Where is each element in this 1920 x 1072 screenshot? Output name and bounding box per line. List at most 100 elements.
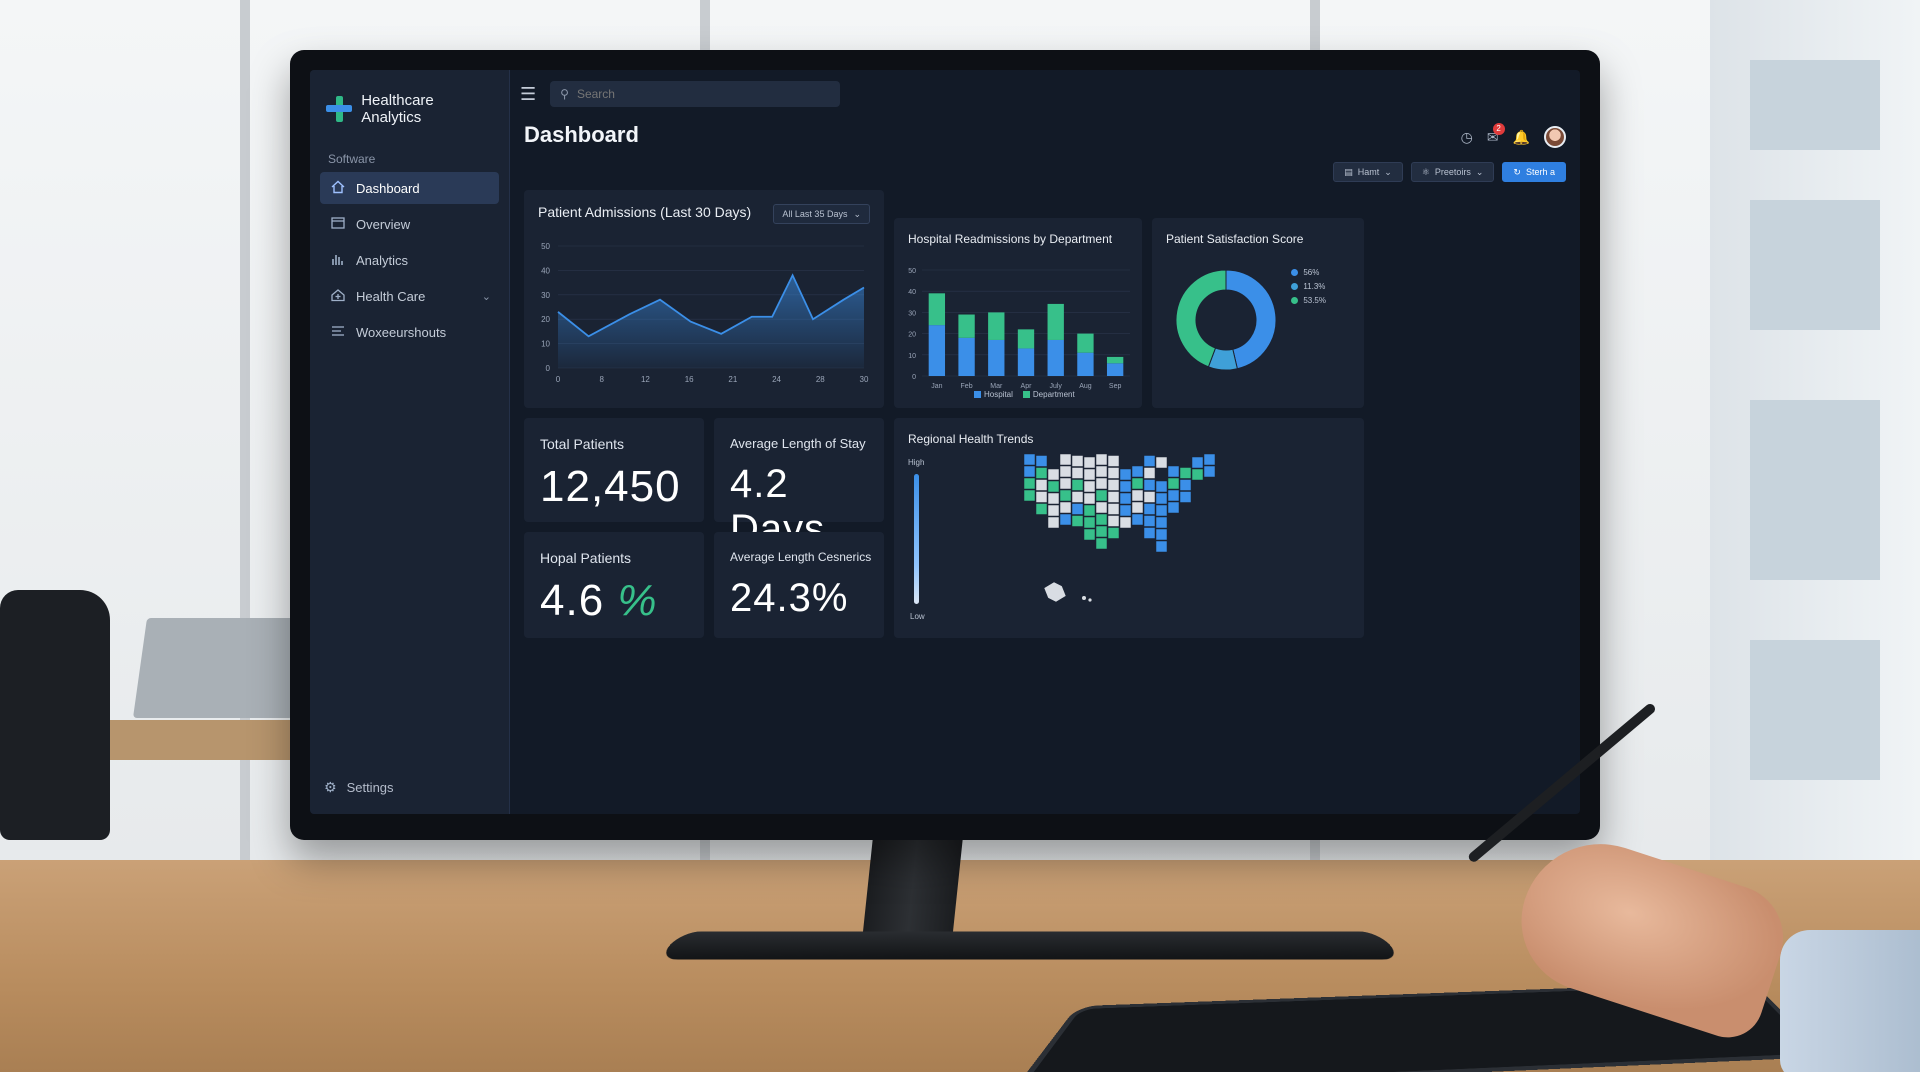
bar-department (1017, 329, 1035, 349)
sidebar-item-analytics[interactable]: Analytics (320, 244, 499, 276)
search-box[interactable]: ⚲ (550, 81, 841, 107)
y-tick-label: 30 (541, 291, 550, 300)
toolbar: ▤ Hamt ⌄ ⚛ Preetoirs ⌄ ↻ Sterh a (1333, 162, 1566, 182)
calendar-icon: ▤ (1344, 166, 1353, 177)
state-region (1035, 503, 1048, 515)
state-region (1095, 477, 1108, 490)
card-title: Regional Health Trends (908, 432, 1034, 446)
toolbar-button-label: Hamt (1357, 167, 1380, 177)
bell-icon[interactable]: 🔔 (1512, 128, 1530, 145)
state-region (1035, 479, 1048, 491)
page-title: Dashboard (524, 122, 639, 147)
bar-hospital (1077, 352, 1094, 376)
medical-cross-logo-icon (326, 96, 352, 122)
state-region (1059, 453, 1072, 466)
date-range-dropdown[interactable]: All Last 35 Days ⌄ (773, 204, 870, 224)
avatar[interactable] (1544, 126, 1566, 148)
x-tick-label: 21 (728, 375, 737, 384)
sidebar-item-label: Overview (356, 216, 411, 232)
state-region (1035, 467, 1048, 479)
state-region (1143, 491, 1156, 503)
area-fill (558, 275, 864, 368)
state-region (1143, 467, 1156, 479)
chevron-down-icon[interactable]: ⌄ (481, 290, 491, 303)
state-region (1167, 465, 1180, 478)
y-tick-label: 50 (908, 268, 916, 275)
state-region (1143, 503, 1156, 515)
hopal-patients-card[interactable]: Hopal Patients 4.6 % (524, 532, 704, 638)
state-region (1155, 504, 1168, 517)
pie-legend: 56% 11.3% 53.5% (1291, 268, 1326, 310)
y-tick-label: 10 (908, 353, 916, 360)
readmissions-bar-chart: 0 10 20 30 40 50 Jan Feb Mar Apr July Aug Sep (908, 268, 1130, 390)
us-choropleth-map[interactable] (894, 418, 1364, 638)
bar-department (1047, 303, 1064, 340)
home-icon (330, 180, 346, 196)
metric-value: 12,450 (540, 462, 681, 511)
bar-hospital (1017, 348, 1035, 376)
state-region (1071, 455, 1084, 467)
state-region (1131, 465, 1144, 478)
toolbar-button-primary[interactable]: ↻ Sterh a (1502, 162, 1566, 182)
x-tick-label: 28 (816, 375, 825, 384)
search-input[interactable] (576, 87, 817, 101)
toolbar-button-preetoirs[interactable]: ⚛ Preetoirs ⌄ (1410, 162, 1495, 182)
state-region (1107, 479, 1120, 491)
state-region (1071, 491, 1084, 503)
dropdown-label: All Last 35 Days (782, 209, 848, 219)
state-region (1082, 596, 1086, 600)
metric-label: Hopal Patients (540, 550, 632, 566)
state-region (1107, 455, 1120, 467)
state-region (1095, 513, 1108, 526)
settings-link[interactable]: ⚙ Settings (324, 779, 394, 796)
chevron-down-icon: ⌄ (1475, 166, 1484, 177)
office-chair (0, 590, 110, 840)
state-region (1191, 456, 1204, 469)
sidebar-item-woxeeurshouts[interactable]: Woxeeurshouts (320, 316, 499, 348)
state-region (1071, 515, 1084, 527)
bar-hospital (928, 325, 946, 376)
x-tick-label: July (1049, 383, 1062, 390)
state-region (1095, 465, 1108, 478)
metric-value: 4.6 % (540, 576, 658, 626)
state-region (1131, 513, 1144, 526)
x-tick-label: 0 (556, 375, 561, 384)
average-cesnerics-card[interactable]: Average Length Cesnerics 24.3% (714, 532, 884, 638)
pie-slice (1175, 269, 1227, 368)
toolbar-button-hamt[interactable]: ▤ Hamt ⌄ (1333, 162, 1403, 182)
main-content: ☰ ⚲ Dashboard ◷ ✉ 2 🔔 ▤ Hamt (510, 70, 1580, 814)
toolbar-button-label: Preetoirs (1434, 167, 1471, 177)
total-patients-card[interactable]: Total Patients 12,450 (524, 418, 704, 522)
state-region (1203, 465, 1216, 478)
x-tick-label: Aug (1079, 383, 1092, 390)
state-region (1095, 489, 1108, 502)
notifications-button[interactable]: ✉ 2 (1487, 122, 1505, 146)
state-region (1083, 480, 1096, 493)
state-region (1035, 491, 1048, 503)
metric-number: 4.6 (540, 576, 605, 625)
clock-icon[interactable]: ◷ (1460, 128, 1473, 145)
list-icon (330, 324, 346, 340)
hamburger-menu-icon[interactable]: ☰ (520, 83, 537, 104)
state-region (1023, 489, 1036, 502)
sidebar-item-health-care[interactable]: Health Care ⌄ (320, 280, 499, 312)
state-region (1119, 480, 1132, 493)
state-region (1059, 513, 1072, 526)
card-title: Hospital Readmissions by Department (908, 232, 1113, 246)
state-region (1059, 489, 1072, 502)
state-region (1155, 456, 1168, 469)
state-region (1107, 491, 1120, 503)
state-region (1155, 492, 1168, 505)
brand[interactable]: Healthcare Analytics (320, 88, 499, 144)
state-region (1167, 489, 1180, 502)
search-icon: ⚲ (560, 87, 569, 101)
average-stay-card[interactable]: Average Length of Stay 4.2 Days (714, 418, 884, 551)
scale-low-label: Low (910, 612, 925, 621)
sidebar-item-dashboard[interactable]: Dashboard (320, 172, 499, 204)
bar-department (928, 293, 946, 326)
sidebar-item-label: Health Care (356, 288, 426, 304)
sidebar-item-overview[interactable]: Overview (320, 208, 499, 240)
bar-hospital (988, 339, 1005, 376)
state-region (1131, 489, 1144, 502)
state-region (1131, 477, 1144, 490)
